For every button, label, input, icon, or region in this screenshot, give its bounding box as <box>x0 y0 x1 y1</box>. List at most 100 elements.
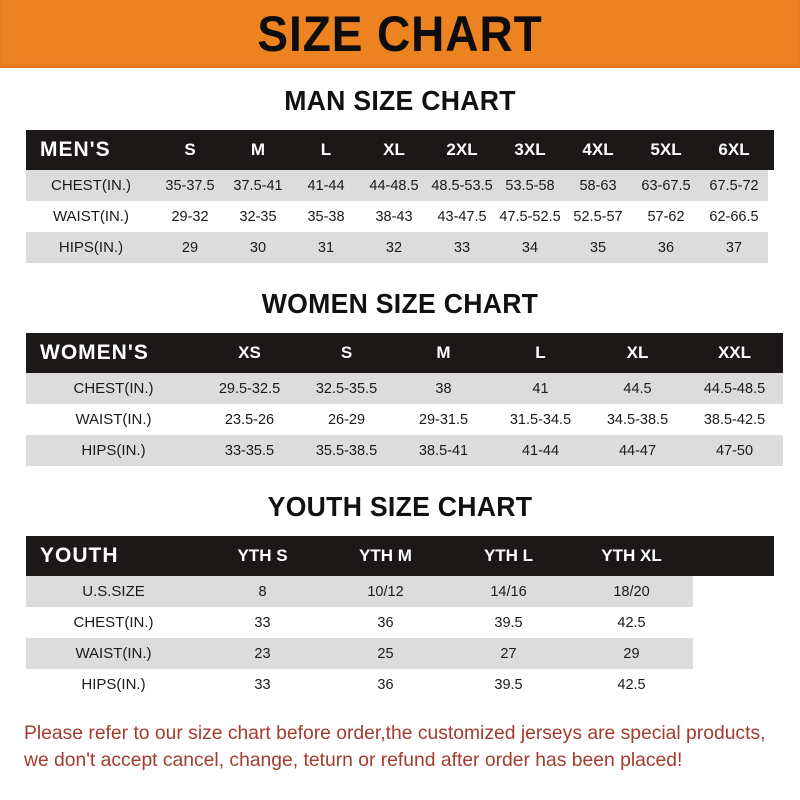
youth-size-chart: YOUTH YTH S YTH M YTH L YTH XL U.S.SIZE 8 10/… <box>26 536 774 700</box>
table-row: WAIST(IN.) 23 25 27 29 <box>26 638 774 669</box>
men-row-label: WAIST(IN.) <box>26 201 156 232</box>
men-cell: 35 <box>564 232 632 263</box>
youth-header-row: YOUTH YTH S YTH M YTH L YTH XL <box>26 536 774 576</box>
men-section-title: MAN SIZE CHART <box>284 85 516 116</box>
youth-row-label: U.S.SIZE <box>26 576 201 607</box>
youth-cell: 27 <box>447 638 570 669</box>
table-row: WAIST(IN.) 29-32 32-35 35-38 38-43 43-47.5 47.… <box>26 201 774 232</box>
women-cell: 38.5-41 <box>395 435 492 466</box>
men-cell: 33 <box>428 232 496 263</box>
men-size-chart: MEN'S S M L XL 2XL 3XL 4XL 5XL 6XL CHEST(IN.) 35-… <box>26 130 774 263</box>
men-cell-filler <box>768 170 774 201</box>
youth-cell: 25 <box>324 638 447 669</box>
order-policy-note-line-1: Please refer to our size chart before or… <box>24 722 766 744</box>
women-row-label: WAIST(IN.) <box>26 404 201 435</box>
table-row: HIPS(IN.) 29 30 31 32 33 34 35 36 37 <box>26 232 774 263</box>
women-cell: 41 <box>492 373 589 404</box>
women-row-label: CHEST(IN.) <box>26 373 201 404</box>
women-cell: 44.5-48.5 <box>686 373 783 404</box>
women-cell: 26-29 <box>298 404 395 435</box>
women-header-row: WOMEN'S XS S M L XL XXL <box>26 333 783 373</box>
women-cell: 44.5 <box>589 373 686 404</box>
men-cell: 48.5-53.5 <box>428 170 496 201</box>
women-row-label: HIPS(IN.) <box>26 435 201 466</box>
women-cell: 44-47 <box>589 435 686 466</box>
men-cell: 30 <box>224 232 292 263</box>
size-chart-banner: SIZE CHART <box>0 0 800 68</box>
men-column-header: S <box>184 140 196 159</box>
women-column-header: XL <box>626 343 649 362</box>
men-column-header: 6XL <box>718 140 750 159</box>
women-column-header: XS <box>238 343 261 362</box>
men-column-header: L <box>320 140 332 159</box>
women-cell: 23.5-26 <box>201 404 298 435</box>
men-cell: 31 <box>292 232 360 263</box>
men-corner-label: MEN'S <box>40 138 111 161</box>
men-column-header: 4XL <box>582 140 614 159</box>
table-row: HIPS(IN.) 33 36 39.5 42.5 <box>26 669 774 700</box>
youth-cell: 36 <box>324 669 447 700</box>
youth-cell: 23 <box>201 638 324 669</box>
order-policy-note-line-2: we don't accept cancel, change, teturn o… <box>24 749 683 771</box>
men-cell: 44-48.5 <box>360 170 428 201</box>
youth-cell: 8 <box>201 576 324 607</box>
youth-cell-filler <box>693 669 774 700</box>
youth-corner-label: YOUTH <box>40 544 119 567</box>
youth-cell: 14/16 <box>447 576 570 607</box>
women-size-table: WOMEN'S XS S M L XL XXL CHEST(IN.) 29.5-32.5 32… <box>26 333 783 466</box>
women-cell: 35.5-38.5 <box>298 435 395 466</box>
women-section-title: WOMEN SIZE CHART <box>261 288 539 319</box>
youth-column-header: YTH S <box>237 546 288 565</box>
youth-row-label: CHEST(IN.) <box>26 607 201 638</box>
women-cell: 38 <box>395 373 492 404</box>
table-row: CHEST(IN.) 29.5-32.5 32.5-35.5 38 41 44.5 44.5… <box>26 373 783 404</box>
men-cell: 58-63 <box>564 170 632 201</box>
youth-cell-filler <box>693 638 774 669</box>
women-column-header: XXL <box>717 343 752 362</box>
table-row: CHEST(IN.) 33 36 39.5 42.5 <box>26 607 774 638</box>
women-cell: 47-50 <box>686 435 783 466</box>
men-column-header: 2XL <box>446 140 478 159</box>
women-cell: 38.5-42.5 <box>686 404 783 435</box>
youth-cell-filler <box>693 607 774 638</box>
men-cell: 29 <box>156 232 224 263</box>
men-cell: 41-44 <box>292 170 360 201</box>
youth-cell: 36 <box>324 607 447 638</box>
men-cell: 43-47.5 <box>428 201 496 232</box>
men-cell: 52.5-57 <box>564 201 632 232</box>
youth-cell: 42.5 <box>570 669 693 700</box>
youth-column-header: YTH XL <box>601 546 662 565</box>
men-cell: 32 <box>360 232 428 263</box>
men-cell: 34 <box>496 232 564 263</box>
men-cell: 29-32 <box>156 201 224 232</box>
men-column-header: 3XL <box>514 140 546 159</box>
men-column-header: XL <box>383 140 405 159</box>
men-row-label: CHEST(IN.) <box>26 170 156 201</box>
men-column-header: M <box>250 140 266 159</box>
women-column-header: M <box>436 343 451 362</box>
women-cell: 29-31.5 <box>395 404 492 435</box>
men-cell: 62-66.5 <box>700 201 768 232</box>
women-column-header: S <box>340 343 353 362</box>
men-cell: 38-43 <box>360 201 428 232</box>
men-cell: 35-38 <box>292 201 360 232</box>
men-cell: 67.5-72 <box>700 170 768 201</box>
men-cell: 36 <box>632 232 700 263</box>
women-cell: 33-35.5 <box>201 435 298 466</box>
women-corner-label: WOMEN'S <box>40 341 149 364</box>
youth-header-filler <box>693 536 774 576</box>
women-cell: 31.5-34.5 <box>492 404 589 435</box>
men-cell: 57-62 <box>632 201 700 232</box>
men-header-filler <box>768 130 774 170</box>
youth-cell: 39.5 <box>447 669 570 700</box>
order-policy-note: Please refer to our size chart before or… <box>24 720 768 774</box>
men-cell-filler <box>768 232 774 263</box>
youth-row-label: HIPS(IN.) <box>26 669 201 700</box>
youth-cell: 33 <box>201 669 324 700</box>
table-row: WAIST(IN.) 23.5-26 26-29 29-31.5 31.5-34.5 34… <box>26 404 783 435</box>
youth-column-header: YTH L <box>483 546 534 565</box>
table-row: HIPS(IN.) 33-35.5 35.5-38.5 38.5-41 41-44 44-… <box>26 435 783 466</box>
youth-cell: 33 <box>201 607 324 638</box>
women-column-header: L <box>535 343 546 362</box>
youth-section-title: YOUTH SIZE CHART <box>267 491 533 522</box>
